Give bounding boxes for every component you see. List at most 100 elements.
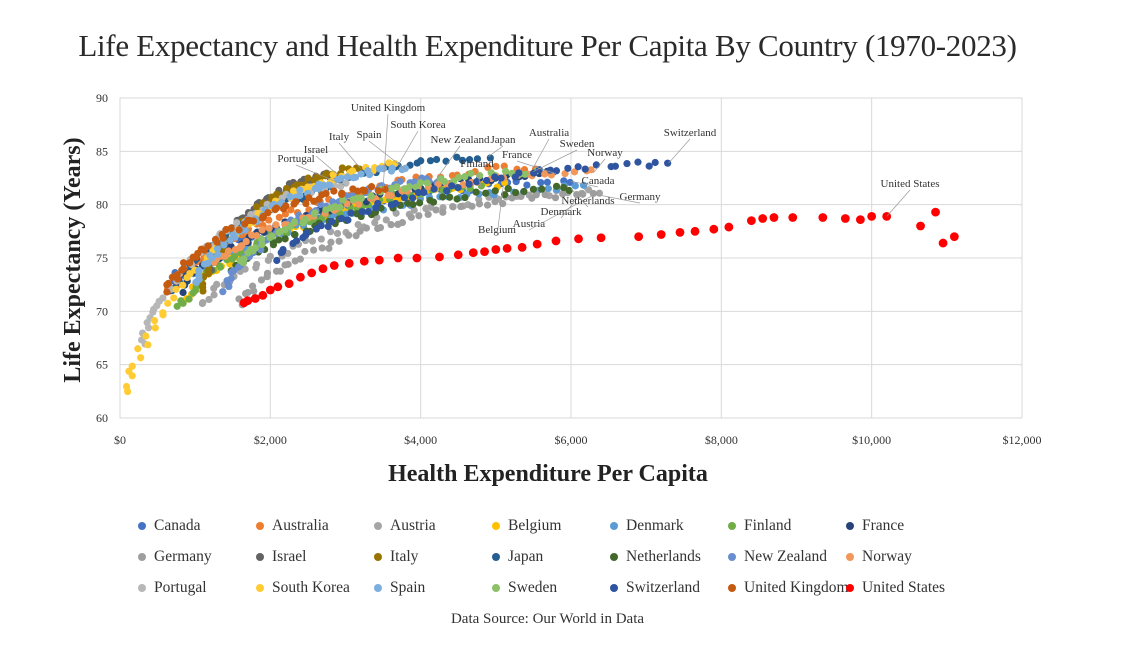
- data-point: [543, 178, 551, 186]
- legend-row: Canada Australia Austria Belgium Denmark Finl…: [138, 510, 998, 541]
- data-point: [233, 219, 241, 227]
- data-point: [916, 221, 925, 231]
- data-point: [529, 185, 537, 193]
- data-point: [204, 259, 212, 267]
- data-point: [420, 188, 428, 197]
- data-point: [552, 182, 561, 190]
- data-point: [415, 212, 423, 220]
- y-tick-label: 70: [96, 304, 108, 318]
- data-point: [282, 184, 291, 193]
- data-point: [170, 294, 178, 302]
- data-point: [938, 238, 948, 248]
- data-point: [273, 190, 281, 198]
- data-point: [137, 354, 145, 362]
- data-point: [326, 181, 334, 189]
- data-point: [374, 255, 384, 265]
- data-point: [515, 169, 523, 177]
- data-point: [324, 222, 332, 231]
- data-point: [250, 294, 260, 303]
- data-point: [186, 259, 194, 267]
- data-point: [271, 205, 279, 214]
- data-point: [333, 229, 342, 238]
- x-tick-label: $0: [114, 433, 126, 447]
- data-point: [552, 167, 561, 175]
- legend-item: Belgium: [492, 517, 610, 535]
- y-tick-label: 65: [96, 358, 108, 372]
- data-point: [329, 261, 339, 270]
- legend-label: United States: [862, 578, 946, 596]
- series-label: Austria: [513, 218, 546, 230]
- data-point: [235, 226, 243, 234]
- data-point: [472, 188, 480, 196]
- data-point: [491, 245, 501, 254]
- legend-marker: [610, 583, 618, 592]
- data-point: [409, 200, 417, 209]
- data-point: [281, 225, 289, 234]
- data-point: [142, 332, 150, 340]
- data-point: [709, 224, 719, 234]
- data-point: [387, 221, 395, 229]
- data-point: [579, 190, 587, 198]
- data-point: [541, 191, 549, 199]
- data-point: [281, 235, 289, 243]
- data-point: [272, 221, 280, 229]
- data-point: [788, 213, 798, 222]
- data-point: [459, 181, 467, 189]
- data-point: [468, 248, 478, 258]
- data-point: [501, 167, 510, 175]
- data-point: [435, 252, 444, 262]
- data-point: [483, 176, 491, 185]
- x-tick-label: $10,000: [852, 433, 891, 447]
- data-point: [400, 194, 408, 202]
- data-point: [453, 153, 461, 161]
- series-label: Netherlands: [561, 195, 614, 207]
- data-point: [457, 202, 465, 211]
- legend-marker: [846, 583, 854, 592]
- legend-marker: [256, 521, 264, 530]
- data-point: [252, 203, 261, 211]
- legend-item: France: [846, 517, 964, 535]
- data-points: [122, 153, 959, 396]
- data-point: [482, 189, 490, 197]
- data-point: [521, 170, 529, 178]
- data-point: [443, 187, 451, 195]
- data-point: [180, 265, 188, 273]
- leader-line: [435, 145, 461, 181]
- data-point: [461, 173, 469, 181]
- data-point: [453, 195, 461, 203]
- legend-row: Germany Israel Italy Japan Netherlands New Ze…: [138, 541, 998, 572]
- data-point: [229, 231, 238, 239]
- legend-label: Finland: [744, 516, 792, 534]
- data-point: [818, 213, 828, 222]
- series-label: South Korea: [390, 119, 445, 131]
- data-point: [172, 285, 180, 293]
- data-point: [244, 288, 252, 297]
- legend-item: Spain: [374, 579, 492, 597]
- data-point: [409, 194, 417, 202]
- data-point: [275, 213, 283, 221]
- data-point: [265, 216, 273, 224]
- leader-line: [668, 138, 691, 164]
- y-tick-label: 85: [96, 144, 108, 158]
- data-point: [405, 183, 414, 191]
- legend-item: Canada: [138, 517, 256, 535]
- series-label: Finland: [460, 158, 494, 170]
- data-point: [565, 186, 573, 195]
- legend-item: Switzerland: [610, 579, 728, 597]
- data-point: [308, 237, 317, 245]
- data-point: [724, 222, 734, 232]
- data-point: [537, 178, 545, 187]
- series-label: Sweden: [560, 138, 595, 150]
- legend-marker: [492, 521, 500, 530]
- data-point: [221, 252, 229, 260]
- data-point: [289, 187, 298, 195]
- data-point: [336, 203, 344, 211]
- legend-item: Netherlands: [610, 548, 728, 566]
- data-point: [337, 174, 345, 182]
- legend-label: Portugal: [154, 578, 207, 596]
- data-point: [484, 163, 492, 172]
- data-point: [206, 251, 214, 259]
- data-point: [331, 203, 339, 211]
- data-point: [335, 237, 343, 245]
